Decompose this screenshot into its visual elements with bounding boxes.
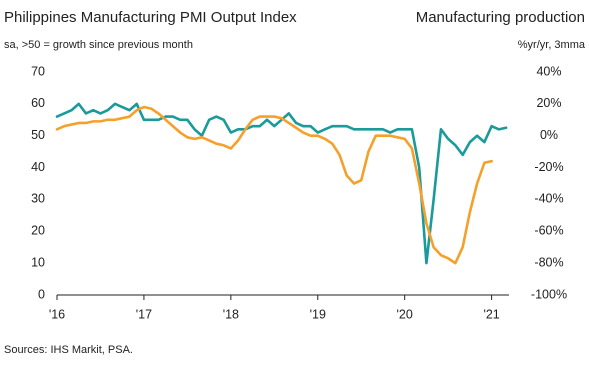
y2-tick-label: -20% [534, 160, 563, 174]
y2-tick-label: -80% [534, 255, 563, 269]
x-tick-label: '17 [136, 307, 152, 321]
y-tick-label: 0 [38, 287, 45, 301]
series-1-title: Manufacturing production [416, 9, 585, 26]
y-tick-label: 50 [31, 128, 45, 142]
y2-tick-label: 0% [540, 128, 558, 142]
y-tick-label: 10 [31, 255, 45, 269]
x-tick-label: '16 [49, 307, 65, 321]
y2-tick-label: 20% [536, 96, 561, 110]
x-tick-label: '21 [483, 307, 499, 321]
series-0-title: Philippines Manufacturing PMI Output Ind… [4, 9, 297, 26]
y-tick-label: 30 [31, 192, 45, 206]
source: Sources: IHS Markit, PSA. [4, 344, 133, 356]
y2-tick-label: -60% [534, 224, 563, 238]
y-tick-label: 60 [31, 96, 45, 110]
y2-axis-label: %yr/yr, 3mma [518, 39, 586, 51]
y-tick-label: 20 [31, 224, 45, 238]
y-axis-label: sa, >50 = growth since previous month [4, 39, 193, 51]
series-line [55, 105, 493, 265]
y-tick-label: 70 [31, 64, 45, 78]
x-tick-label: '19 [310, 307, 326, 321]
y-tick-label: 40 [31, 160, 45, 174]
x-tick-label: '20 [397, 307, 413, 321]
y2-tick-label: -40% [534, 192, 563, 206]
series-line [55, 102, 508, 265]
y2-tick-label: -100% [531, 287, 567, 301]
x-tick-label: '18 [223, 307, 239, 321]
y2-tick-label: 40% [536, 64, 561, 78]
